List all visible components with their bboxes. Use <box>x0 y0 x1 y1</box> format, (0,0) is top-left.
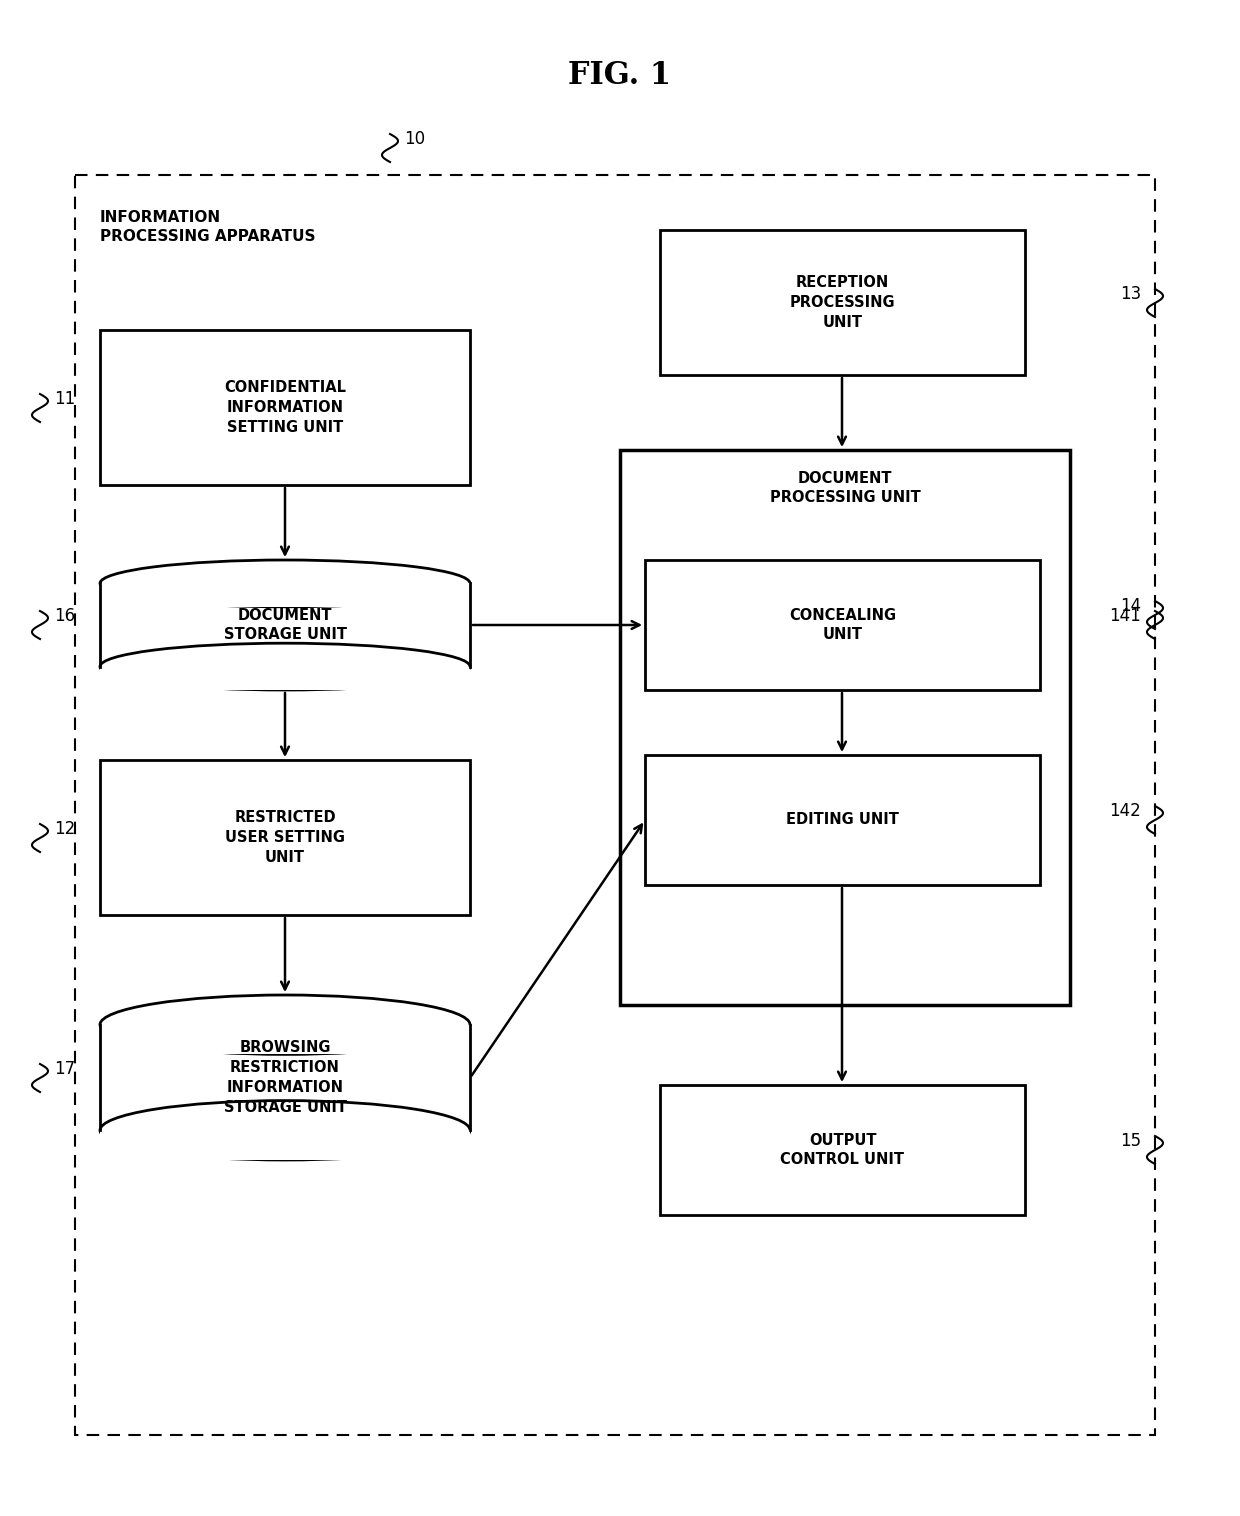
Text: BROWSING
RESTRICTION
INFORMATION
STORAGE UNIT: BROWSING RESTRICTION INFORMATION STORAGE… <box>223 1040 346 1114</box>
Text: 13: 13 <box>1120 285 1141 303</box>
Ellipse shape <box>100 1101 470 1160</box>
Text: RECEPTION
PROCESSING
UNIT: RECEPTION PROCESSING UNIT <box>790 276 895 330</box>
Bar <box>100 667 470 690</box>
Text: 11: 11 <box>55 390 76 408</box>
Bar <box>100 584 470 667</box>
Bar <box>74 174 1154 1436</box>
Text: CONCEALING
UNIT: CONCEALING UNIT <box>789 608 897 643</box>
Text: 10: 10 <box>404 130 425 149</box>
Text: 12: 12 <box>55 820 76 838</box>
Text: 17: 17 <box>55 1060 76 1078</box>
Bar <box>100 760 470 916</box>
Bar <box>100 1025 470 1055</box>
Bar <box>100 330 470 485</box>
Text: INFORMATION
PROCESSING APPARATUS: INFORMATION PROCESSING APPARATUS <box>100 211 315 244</box>
FancyBboxPatch shape <box>124 559 446 690</box>
Text: OUTPUT
CONTROL UNIT: OUTPUT CONTROL UNIT <box>780 1132 904 1167</box>
Bar <box>660 1085 1025 1214</box>
Text: DOCUMENT
PROCESSING UNIT: DOCUMENT PROCESSING UNIT <box>770 471 920 505</box>
Bar <box>645 559 1040 690</box>
Bar <box>620 450 1070 1005</box>
Text: DOCUMENT
STORAGE UNIT: DOCUMENT STORAGE UNIT <box>223 608 346 643</box>
Bar <box>100 1131 470 1160</box>
Text: 16: 16 <box>55 606 76 625</box>
Bar <box>645 755 1040 885</box>
Ellipse shape <box>100 643 470 690</box>
Ellipse shape <box>100 994 470 1055</box>
Text: 14: 14 <box>1120 597 1141 615</box>
Bar <box>660 230 1025 374</box>
Text: RESTRICTED
USER SETTING
UNIT: RESTRICTED USER SETTING UNIT <box>224 810 345 864</box>
Text: 141: 141 <box>1110 606 1141 625</box>
Bar <box>100 584 470 606</box>
Bar <box>100 1025 470 1131</box>
Ellipse shape <box>100 559 470 606</box>
Text: EDITING UNIT: EDITING UNIT <box>786 813 899 828</box>
Text: CONFIDENTIAL
INFORMATION
SETTING UNIT: CONFIDENTIAL INFORMATION SETTING UNIT <box>224 381 346 435</box>
Text: 142: 142 <box>1110 802 1141 820</box>
Text: 15: 15 <box>1120 1132 1141 1151</box>
FancyBboxPatch shape <box>130 994 440 1160</box>
Text: FIG. 1: FIG. 1 <box>568 59 672 91</box>
